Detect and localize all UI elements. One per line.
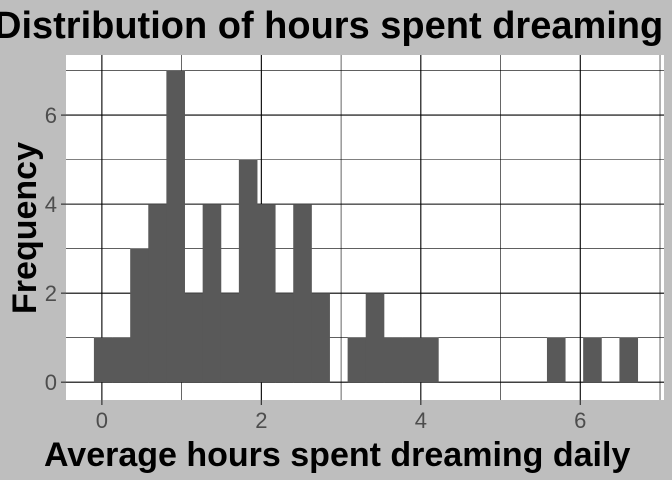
x-tick-label: 0	[96, 408, 108, 433]
histogram-bar	[311, 293, 330, 383]
histogram-bar	[420, 337, 439, 383]
histogram-bar	[220, 293, 240, 383]
histogram-bar	[93, 337, 113, 383]
histogram-bar	[130, 248, 149, 383]
histogram-bar	[148, 204, 167, 383]
histogram-bar	[619, 337, 639, 383]
y-axis-label: Frequency	[6, 142, 44, 314]
histogram-bar	[166, 70, 185, 383]
histogram-bar	[112, 337, 131, 383]
histogram-bar	[546, 337, 566, 383]
histogram-bar	[293, 204, 312, 383]
histogram-bar	[256, 204, 276, 383]
x-tick-label: 4	[415, 408, 427, 433]
histogram-bar	[383, 337, 403, 383]
histogram-bar	[401, 337, 421, 383]
histogram-bar	[583, 337, 602, 383]
histogram-bar	[275, 293, 294, 383]
histogram-bar	[365, 293, 385, 383]
y-tick-label: 6	[45, 103, 57, 128]
histogram-bar	[202, 204, 222, 383]
histogram-bars	[93, 70, 639, 383]
x-axis-label: Average hours spent dreaming daily	[44, 436, 630, 474]
y-tick-label: 4	[45, 192, 57, 217]
x-tick-label: 2	[255, 408, 267, 433]
y-tick-label: 2	[45, 281, 57, 306]
axis-ticks: 0 2 4 6 0 2 4 6	[45, 103, 587, 433]
histogram-bar	[238, 159, 258, 383]
y-tick-label: 0	[45, 370, 57, 395]
x-tick-label: 6	[574, 408, 586, 433]
histogram-bar	[184, 293, 204, 383]
chart-title: Distribution of hours spent dreaming	[0, 5, 663, 47]
histogram-bar	[347, 337, 367, 383]
